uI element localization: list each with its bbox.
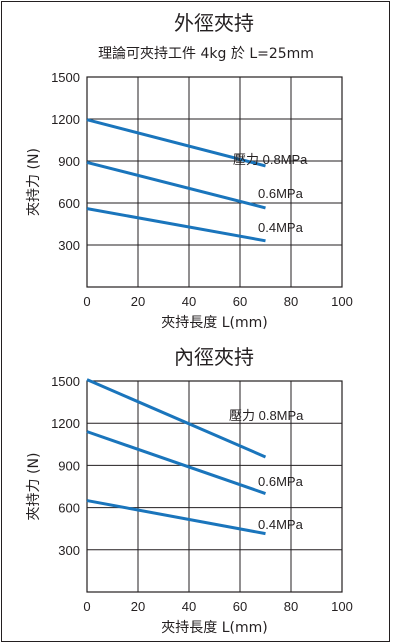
x-tick-label: 100 — [331, 599, 353, 614]
x-tick-label: 80 — [284, 294, 298, 309]
series-line — [86, 118, 266, 168]
y-tick-label: 900 — [58, 154, 80, 169]
x-tick-label: 60 — [233, 599, 247, 614]
y-tick-label: 300 — [58, 238, 80, 253]
x-tick-label: 20 — [131, 294, 145, 309]
x-tick-label: 40 — [182, 294, 196, 309]
x-axis-label: 夾持長度 L(mm) — [161, 315, 267, 331]
y-axis-label: 夾持力 (N) — [26, 453, 42, 521]
series-label: 0.4MPa — [258, 517, 304, 532]
series-label: 0.6MPa — [258, 186, 304, 201]
x-tick-label: 100 — [331, 294, 353, 309]
x-axis-label: 夾持長度 L(mm) — [161, 620, 267, 636]
y-tick-label: 1200 — [51, 112, 80, 127]
series-line — [86, 499, 266, 536]
series-label: 壓力 0.8MPa — [233, 152, 308, 167]
x-tick-label: 0 — [83, 599, 90, 614]
series-line — [86, 207, 266, 243]
series-line — [86, 160, 266, 210]
series-line — [86, 378, 267, 459]
y-tick-label: 1500 — [51, 70, 80, 85]
chart-title: 外徑夾持 — [174, 11, 254, 35]
chart-title: 內徑夾持 — [174, 345, 254, 369]
y-tick-label: 600 — [58, 501, 80, 516]
chart-subtitle: 理論可夾持工件 4kg 於 L=25mm — [98, 46, 314, 62]
x-tick-label: 0 — [83, 294, 90, 309]
x-tick-label: 60 — [233, 294, 247, 309]
x-tick-label: 20 — [131, 599, 145, 614]
y-tick-label: 1200 — [51, 416, 80, 431]
y-tick-label: 900 — [58, 458, 80, 473]
y-tick-label: 600 — [58, 196, 80, 211]
series-label: 0.4MPa — [258, 220, 304, 235]
series-label: 壓力 0.8MPa — [229, 408, 304, 423]
y-axis-label: 夾持力 (N) — [26, 148, 42, 216]
y-tick-label: 300 — [58, 543, 80, 558]
plot-area — [86, 76, 343, 288]
x-tick-label: 80 — [284, 599, 298, 614]
x-tick-label: 40 — [182, 599, 196, 614]
y-tick-label: 1500 — [51, 374, 80, 389]
series-label: 0.6MPa — [258, 474, 304, 489]
plot-area — [86, 380, 343, 593]
series-line — [86, 430, 266, 495]
